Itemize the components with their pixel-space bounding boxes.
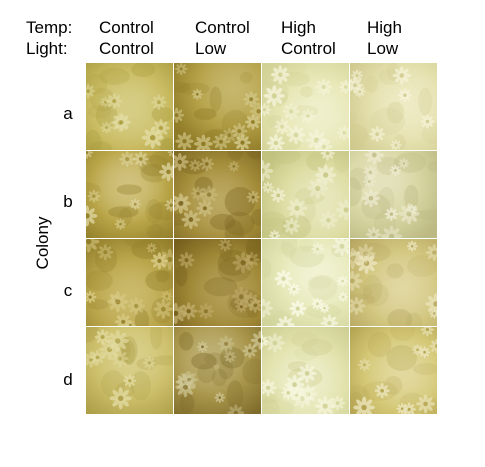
coral-photo-b-1: [86, 151, 173, 238]
coral-photo-c-2: [174, 239, 261, 326]
coral-photo-c-3: [262, 239, 349, 326]
row-label-c: c: [63, 281, 73, 300]
column-1-temp: Control: [99, 18, 154, 37]
column-2-temp: Control: [195, 18, 250, 37]
column-1-light: Control: [99, 39, 154, 58]
temp-row-label: Temp:: [26, 18, 73, 37]
column-3-light: Control: [281, 39, 336, 58]
row-label-a: a: [63, 104, 73, 123]
row-label-d: d: [63, 370, 73, 389]
coral-photo-a-3: [262, 63, 349, 150]
coral-photo-d-3: [262, 327, 349, 414]
column-4-temp: High: [367, 18, 402, 37]
column-2-light: Low: [195, 39, 227, 58]
row-label-b: b: [63, 192, 73, 211]
coral-photo-d-4: [350, 327, 437, 414]
coral-photo-b-3: [262, 151, 349, 238]
coral-photo-d-1: [86, 327, 173, 414]
coral-photo-c-1: [86, 239, 173, 326]
coral-photo-grid: [86, 63, 438, 415]
column-4-light: Low: [367, 39, 399, 58]
y-axis-label: Colony: [33, 216, 52, 270]
coral-photo-a-1: [86, 63, 173, 150]
column-3-temp: High: [281, 18, 316, 37]
coral-photo-b-4: [350, 151, 437, 238]
coral-photo-d-2: [174, 327, 261, 414]
coral-photo-c-4: [350, 239, 437, 326]
coral-photo-a-4: [350, 63, 437, 150]
coral-photo-a-2: [174, 63, 261, 150]
coral-photo-b-2: [174, 151, 261, 238]
light-row-label: Light:: [26, 39, 68, 58]
